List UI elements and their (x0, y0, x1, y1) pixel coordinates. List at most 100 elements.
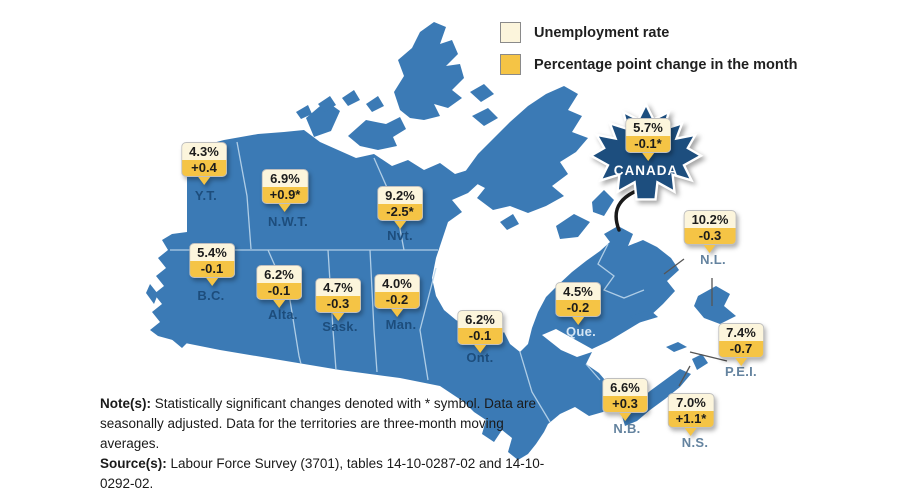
callout-tail-icon (734, 358, 747, 366)
legend: Unemployment rate Percentage point chang… (500, 22, 797, 86)
canada-label: CANADA (613, 163, 679, 178)
callout-tail-icon (618, 413, 631, 421)
callout-tail-icon (205, 278, 218, 286)
callout-sask: 4.7% -0.3 (315, 278, 361, 321)
vancouver-island (160, 318, 190, 348)
region-label-nb: N.B. (613, 421, 641, 436)
source-label: Source(s): (100, 456, 167, 471)
callout-tail-icon (704, 245, 716, 253)
leader-line-nl-labrador (663, 258, 685, 275)
callout-ont: 6.2% -0.1 (457, 310, 503, 353)
canada-change: -0.1* (625, 136, 671, 153)
maple-leaf-stem (614, 190, 636, 232)
callout-nl: 10.2% -0.3 (683, 210, 737, 253)
callout-man: 4.0% -0.2 (374, 274, 420, 317)
alta-change: -0.1 (256, 283, 302, 300)
legend-label: Percentage point change in the month (534, 56, 798, 73)
callout-nvt: 9.2% -2.5* (377, 186, 423, 229)
legend-item-unemployment-rate: Unemployment rate (500, 22, 797, 43)
leader-line-pei (689, 351, 728, 362)
legend-item-change: Percentage point change in the month (500, 54, 797, 75)
sask-rate: 4.7% (315, 278, 361, 296)
cape-breton-island (692, 354, 708, 370)
canada-rate: 5.7% (625, 118, 671, 136)
region-label-nvt: Nvt. (387, 228, 413, 243)
ont-rate: 6.2% (457, 310, 503, 328)
callout-tail-icon (197, 177, 210, 185)
region-label-bc: B.C. (197, 288, 225, 303)
southampton-island (556, 214, 590, 239)
newfoundland-island (694, 286, 736, 324)
source-paragraph: Source(s): Labour Force Survey (3701), t… (100, 454, 552, 494)
region-label-nl: N.L. (700, 252, 726, 267)
callout-tail-icon (272, 300, 285, 308)
note-text: Statistically significant changes denote… (100, 396, 536, 451)
baffin-island (462, 86, 588, 213)
pei-rate: 7.4% (718, 323, 764, 341)
callout-tail-icon (331, 313, 344, 321)
callout-ns: 7.0% +1.1* (667, 393, 715, 436)
que-change: -0.2 (555, 300, 601, 317)
change-swatch-icon (500, 54, 521, 75)
man-change: -0.2 (374, 292, 420, 309)
anticosti-island (630, 310, 658, 323)
region-label-nwt: N.W.T. (267, 214, 309, 229)
yt-rate: 4.3% (181, 142, 227, 160)
region-label-man: Man. (385, 317, 417, 332)
nb-rate: 6.6% (602, 378, 648, 396)
region-label-ns: N.S. (681, 435, 709, 450)
callout-tail-icon (473, 345, 486, 353)
nwt-change: +0.9* (261, 187, 309, 204)
callout-tail-icon (571, 317, 584, 325)
parry-islands (296, 90, 384, 119)
pei-change: -0.7 (718, 341, 764, 358)
region-label-pei: P.E.I. (725, 364, 757, 379)
callout-tail-icon (390, 309, 403, 317)
leader-line-ns (678, 365, 691, 387)
yt-change: +0.4 (181, 160, 227, 177)
victoria-island (348, 117, 406, 150)
foxe-islands (500, 214, 519, 230)
melville-peninsula (592, 190, 614, 216)
man-rate: 4.0% (374, 274, 420, 292)
nl-rate: 10.2% (683, 210, 737, 228)
region-label-que: Que. (565, 324, 597, 339)
callout-alta: 6.2% -0.1 (256, 265, 302, 308)
callout-tail-icon (393, 221, 406, 229)
nvt-change: -2.5* (377, 204, 423, 221)
callout-yt: 4.3% +0.4 (181, 142, 227, 185)
callout-canada: 5.7% -0.1* (625, 118, 671, 161)
callout-tail-icon (684, 428, 697, 436)
nl-change: -0.3 (683, 228, 737, 245)
note-label: Note(s): (100, 396, 151, 411)
nwt-rate: 6.9% (261, 169, 309, 187)
leader-lines (663, 258, 728, 387)
alta-rate: 6.2% (256, 265, 302, 283)
callout-nb: 6.6% +0.3 (602, 378, 648, 421)
ont-change: -0.1 (457, 328, 503, 345)
source-text: Labour Force Survey (3701), tables 14-10… (100, 456, 545, 491)
footnotes: Note(s): Statistically significant chang… (100, 394, 552, 494)
callout-tail-icon (278, 204, 291, 212)
region-label-ont: Ont. (466, 350, 494, 365)
devon-islands (470, 84, 498, 126)
bc-change: -0.1 (189, 261, 235, 278)
banks-island (306, 101, 340, 137)
callout-tail-icon (641, 153, 654, 161)
sask-change: -0.3 (315, 296, 361, 313)
unemployment-rate-swatch-icon (500, 22, 521, 43)
que-rate: 4.5% (555, 282, 601, 300)
region-label-yt: Y.T. (194, 188, 218, 203)
callout-bc: 5.4% -0.1 (189, 243, 235, 286)
haida-gwaii-island (146, 284, 158, 304)
callout-pei: 7.4% -0.7 (718, 323, 764, 366)
nb-change: +0.3 (602, 396, 648, 413)
ns-rate: 7.0% (667, 393, 715, 411)
bc-rate: 5.4% (189, 243, 235, 261)
callout-que: 4.5% -0.2 (555, 282, 601, 325)
ellesmere-island (394, 22, 464, 120)
region-label-alta: Alta. (268, 307, 298, 322)
legend-label: Unemployment rate (534, 24, 670, 41)
region-label-sask: Sask. (322, 319, 358, 334)
